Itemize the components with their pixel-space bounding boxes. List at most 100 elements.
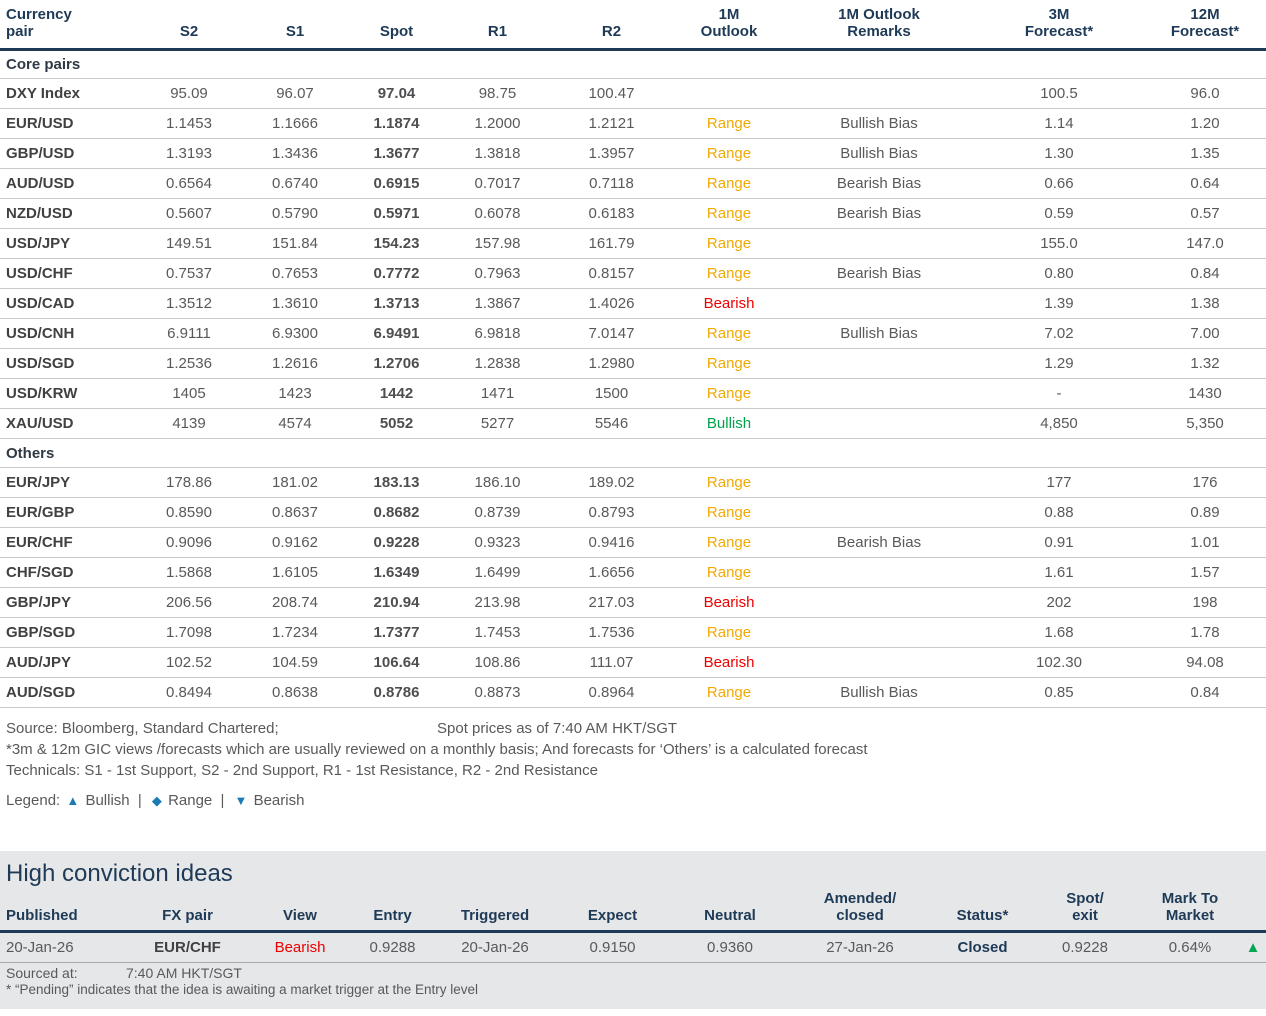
fx-s2-cell: 1.1453 [135,108,243,139]
fx-s2-cell: 0.6564 [135,168,243,199]
hc-published-cell: 20-Jan-26 [0,931,120,963]
fx-pair-cell: USD/CNH [0,318,135,349]
hc-mtm-cell-icon-wrap: ▲ [1240,931,1266,963]
hc-sourced-value: 7:40 AM HKT/SGT [126,965,242,981]
fx-section-title: Others [0,438,1266,468]
hc-header-neutral: Neutral [675,890,785,933]
hc-sourced-line: Sourced at: 7:40 AM HKT/SGT [0,963,1266,981]
hc-header-entry: Entry [345,890,440,933]
fx-spot-cell: 97.04 [347,78,446,109]
fx-r2-cell: 0.8793 [549,497,674,528]
hc-entry-cell: 0.9288 [345,931,440,963]
fx-spot-cell: 0.5971 [347,198,446,229]
hc-pending-note: * “Pending” indicates that the idea is a… [6,982,478,997]
fx-remarks-cell [784,647,974,678]
fx-s2-cell: 0.8590 [135,497,243,528]
fx-r1-cell: 1.6499 [446,557,549,588]
fx-pair-cell: USD/CHF [0,258,135,289]
fx-pair-cell: GBP/JPY [0,587,135,618]
high-conviction-table: Published FX pair View Entry Triggered E… [0,890,1266,963]
fx-row: EUR/GBP 0.8590 0.8637 0.8682 0.8739 0.8793 Ran… [0,497,1266,528]
fx-f3m-cell: 0.85 [974,677,1144,708]
hc-status-cell: Closed [935,931,1030,963]
fx-s1-cell: 0.7653 [243,258,347,289]
fx-remarks-cell [784,378,974,409]
fx-r2-cell: 189.02 [549,467,674,498]
fx-row: AUD/USD 0.6564 0.6740 0.6915 0.7017 0.7118 Ran… [0,168,1266,199]
fx-s1-cell: 0.9162 [243,527,347,558]
hc-header-mark-to-market: Mark To Market [1140,890,1240,933]
legend-separator: | [137,792,142,809]
fx-remarks-cell: Bearish Bias [784,527,974,558]
header-12m-forecast: 12M Forecast* [1144,0,1266,51]
fx-s2-cell: 102.52 [135,647,243,678]
fx-f3m-cell: 155.0 [974,228,1144,259]
fx-row: GBP/SGD 1.7098 1.7234 1.7377 1.7453 1.7536 Ran… [0,617,1266,648]
fx-f3m-cell: 100.5 [974,78,1144,109]
fx-spot-cell: 1.1874 [347,108,446,139]
fx-f3m-cell: 1.61 [974,557,1144,588]
fx-outlook-cell: Range [674,617,784,648]
source-text: Source: Bloomberg, Standard Chartered; [6,720,279,737]
fx-spot-cell: 1.3677 [347,138,446,169]
fx-r1-cell: 0.8739 [446,497,549,528]
fx-s1-cell: 0.6740 [243,168,347,199]
fx-r1-cell: 0.8873 [446,677,549,708]
hc-sourced-label: Sourced at: [6,965,78,981]
fx-row: USD/KRW 1405 1423 1442 1471 1500 Range -1430 [0,378,1266,409]
fx-row: EUR/USD 1.1453 1.1666 1.1874 1.2000 1.2121 Ran… [0,108,1266,139]
fx-f3m-cell: 177 [974,467,1144,498]
fx-f12m-cell: 1.01 [1144,527,1266,558]
fx-r2-cell: 0.8964 [549,677,674,708]
fx-r2-cell: 1.2980 [549,348,674,379]
fx-s2-cell: 0.9096 [135,527,243,558]
legend-bullish-label: Bullish [85,792,130,809]
hc-view-cell: Bearish [255,931,345,963]
fx-f3m-cell: 0.88 [974,497,1144,528]
fx-r2-cell: 100.47 [549,78,674,109]
bearish-triangle-icon: ▼ [234,793,248,808]
fx-row: XAU/USD 4139 4574 5052 5277 5546 Bullish 4,850 5… [0,408,1266,439]
hc-header-view: View [255,890,345,933]
fx-r1-cell: 0.9323 [446,527,549,558]
fx-pair-cell: USD/JPY [0,228,135,259]
fx-r1-cell: 1.3818 [446,138,549,169]
header-spot: Spot [347,0,446,51]
fx-s1-cell: 1.2616 [243,348,347,379]
fx-pair-cell: USD/CAD [0,288,135,319]
fx-spot-cell: 1.2706 [347,348,446,379]
fx-remarks-cell: Bullish Bias [784,318,974,349]
fx-spot-cell: 0.6915 [347,168,446,199]
fx-row: GBP/JPY 206.56 208.74 210.94 213.98 217.03 Bea… [0,587,1266,618]
fx-f3m-cell: 1.39 [974,288,1144,319]
fx-remarks-cell [784,288,974,319]
legend-separator: | [220,792,225,809]
fx-f3m-cell: 0.91 [974,527,1144,558]
fx-outlook-cell: Range [674,198,784,229]
fx-f12m-cell: 1.38 [1144,288,1266,319]
hc-header-amended-closed: Amended/ closed [785,890,935,933]
fx-f3m-cell: 1.30 [974,138,1144,169]
hc-neutral-cell: 0.9360 [675,931,785,963]
fx-spot-cell: 1442 [347,378,446,409]
fx-r1-cell: 108.86 [446,647,549,678]
fx-pair-cell: USD/KRW [0,378,135,409]
fx-outlook-cell: Range [674,318,784,349]
fx-outlook-cell: Bearish [674,647,784,678]
fx-f12m-cell: 0.89 [1144,497,1266,528]
fx-r2-cell: 1.7536 [549,617,674,648]
fx-remarks-cell: Bullish Bias [784,108,974,139]
header-r1: R1 [446,0,549,51]
fx-spot-cell: 1.6349 [347,557,446,588]
fx-f3m-cell: 0.66 [974,168,1144,199]
fx-header-row: Currency pair S2 S1 Spot R1 R2 1M Outloo… [0,0,1266,51]
fx-outlook-cell: Range [674,467,784,498]
fx-r1-cell: 0.7963 [446,258,549,289]
hc-header-row: Published FX pair View Entry Triggered E… [0,890,1266,933]
fx-f12m-cell: 1430 [1144,378,1266,409]
fx-r2-cell: 0.9416 [549,527,674,558]
fx-spot-cell: 1.3713 [347,288,446,319]
fx-spot-cell: 183.13 [347,467,446,498]
fx-outlook-cell: Bearish [674,587,784,618]
fx-remarks-cell [784,617,974,648]
